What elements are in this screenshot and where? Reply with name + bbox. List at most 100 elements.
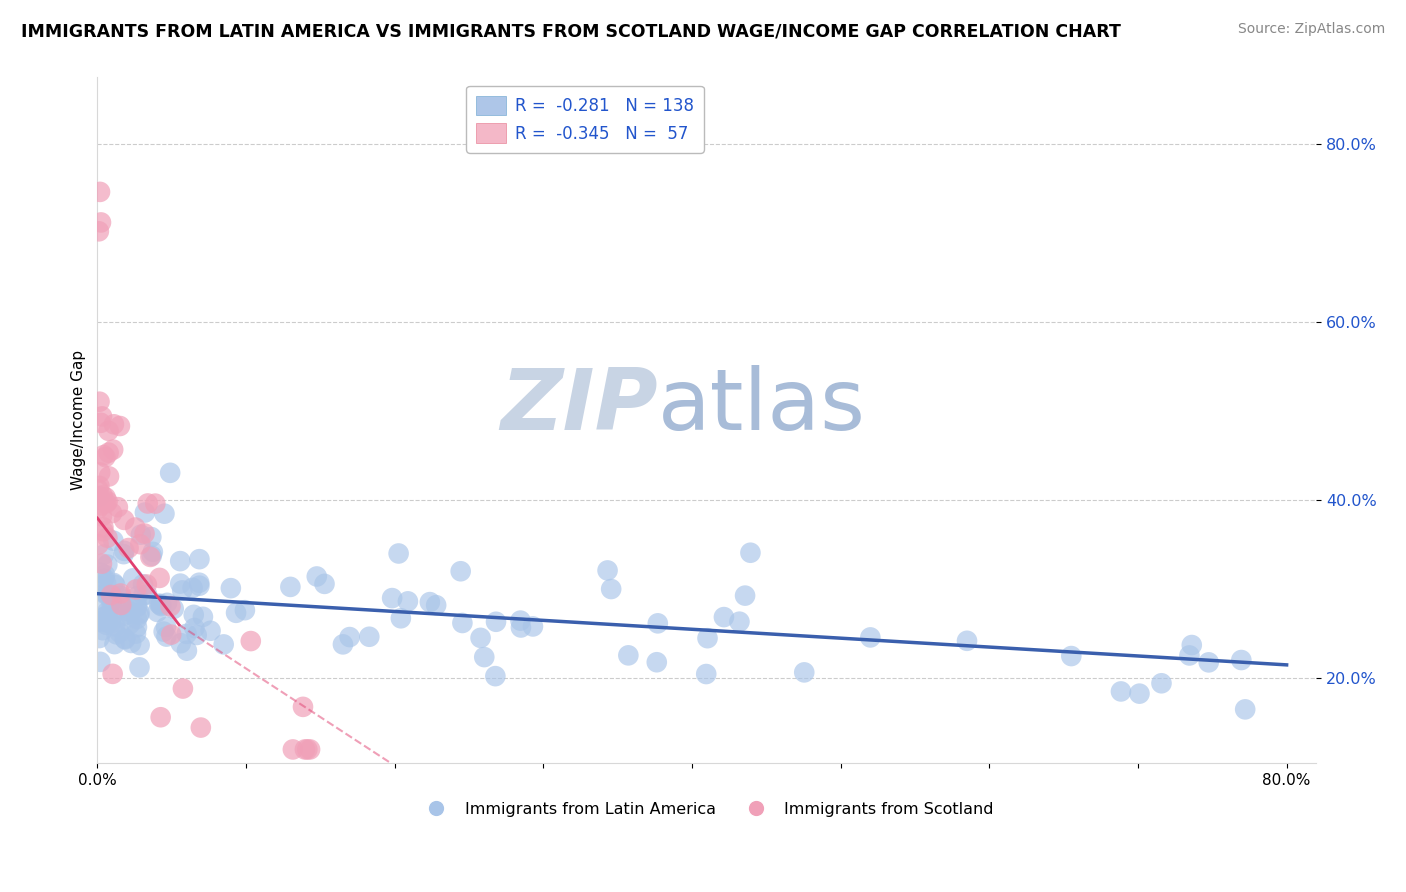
Point bbox=[134, 526, 156, 541]
Point bbox=[103, 533, 125, 548]
Point bbox=[107, 500, 129, 515]
Point bbox=[183, 607, 205, 622]
Point bbox=[87, 483, 110, 497]
Point bbox=[149, 710, 172, 724]
Point bbox=[186, 628, 208, 642]
Point bbox=[305, 569, 328, 583]
Point bbox=[172, 681, 194, 696]
Point bbox=[96, 615, 118, 630]
Point bbox=[91, 409, 114, 424]
Point bbox=[419, 595, 441, 609]
Point bbox=[103, 575, 125, 590]
Point bbox=[100, 588, 122, 602]
Point bbox=[470, 631, 492, 645]
Point bbox=[134, 506, 156, 520]
Point bbox=[94, 576, 117, 591]
Point bbox=[110, 586, 132, 600]
Point bbox=[297, 742, 319, 756]
Point bbox=[1060, 648, 1083, 663]
Point bbox=[149, 598, 172, 612]
Point bbox=[105, 627, 128, 641]
Point bbox=[114, 632, 136, 646]
Point bbox=[127, 599, 149, 614]
Point bbox=[793, 665, 815, 680]
Point bbox=[122, 571, 145, 585]
Point bbox=[90, 215, 112, 229]
Point bbox=[107, 602, 129, 616]
Point bbox=[94, 609, 117, 624]
Point bbox=[149, 571, 172, 585]
Point bbox=[125, 582, 148, 597]
Point bbox=[104, 619, 127, 633]
Point bbox=[219, 581, 242, 595]
Point bbox=[87, 592, 110, 607]
Point bbox=[89, 490, 111, 504]
Point bbox=[96, 496, 118, 510]
Point bbox=[101, 506, 124, 520]
Point bbox=[89, 394, 111, 409]
Point bbox=[294, 742, 316, 756]
Point bbox=[281, 742, 304, 756]
Point bbox=[170, 636, 193, 650]
Point bbox=[120, 605, 142, 619]
Point bbox=[1128, 687, 1150, 701]
Point bbox=[181, 581, 204, 595]
Point bbox=[100, 609, 122, 624]
Point bbox=[94, 586, 117, 600]
Point bbox=[112, 547, 135, 561]
Point bbox=[91, 488, 114, 502]
Point bbox=[87, 615, 110, 629]
Point bbox=[522, 619, 544, 633]
Point bbox=[87, 537, 110, 551]
Point bbox=[314, 577, 336, 591]
Point bbox=[94, 450, 117, 464]
Point bbox=[93, 613, 115, 627]
Point bbox=[188, 575, 211, 590]
Point bbox=[96, 605, 118, 619]
Point bbox=[94, 491, 117, 505]
Point bbox=[125, 626, 148, 640]
Point bbox=[176, 643, 198, 657]
Point bbox=[110, 591, 132, 606]
Point bbox=[156, 596, 179, 610]
Point bbox=[728, 615, 751, 629]
Point bbox=[859, 631, 882, 645]
Point bbox=[125, 620, 148, 634]
Point bbox=[1198, 656, 1220, 670]
Point bbox=[160, 627, 183, 641]
Point bbox=[225, 606, 247, 620]
Point bbox=[128, 638, 150, 652]
Point bbox=[169, 554, 191, 568]
Point bbox=[596, 564, 619, 578]
Point bbox=[100, 599, 122, 613]
Point bbox=[1150, 676, 1173, 690]
Point bbox=[120, 636, 142, 650]
Point bbox=[617, 648, 640, 663]
Point bbox=[381, 591, 404, 606]
Point bbox=[150, 599, 173, 613]
Point bbox=[188, 552, 211, 566]
Point bbox=[135, 577, 157, 591]
Point bbox=[97, 424, 120, 438]
Point bbox=[90, 566, 112, 580]
Point bbox=[280, 580, 302, 594]
Point bbox=[200, 624, 222, 638]
Point bbox=[450, 564, 472, 578]
Point bbox=[93, 571, 115, 585]
Text: atlas: atlas bbox=[658, 365, 866, 448]
Point bbox=[94, 609, 117, 624]
Point bbox=[103, 417, 125, 432]
Text: IMMIGRANTS FROM LATIN AMERICA VS IMMIGRANTS FROM SCOTLAND WAGE/INCOME GAP CORREL: IMMIGRANTS FROM LATIN AMERICA VS IMMIGRA… bbox=[21, 22, 1121, 40]
Point bbox=[153, 507, 176, 521]
Point bbox=[233, 603, 256, 617]
Point bbox=[89, 185, 111, 199]
Point bbox=[89, 466, 111, 480]
Point bbox=[159, 466, 181, 480]
Point bbox=[127, 589, 149, 603]
Point bbox=[125, 612, 148, 626]
Point bbox=[114, 632, 136, 647]
Point bbox=[239, 634, 262, 648]
Point bbox=[97, 494, 120, 508]
Point bbox=[94, 567, 117, 582]
Point bbox=[90, 498, 112, 512]
